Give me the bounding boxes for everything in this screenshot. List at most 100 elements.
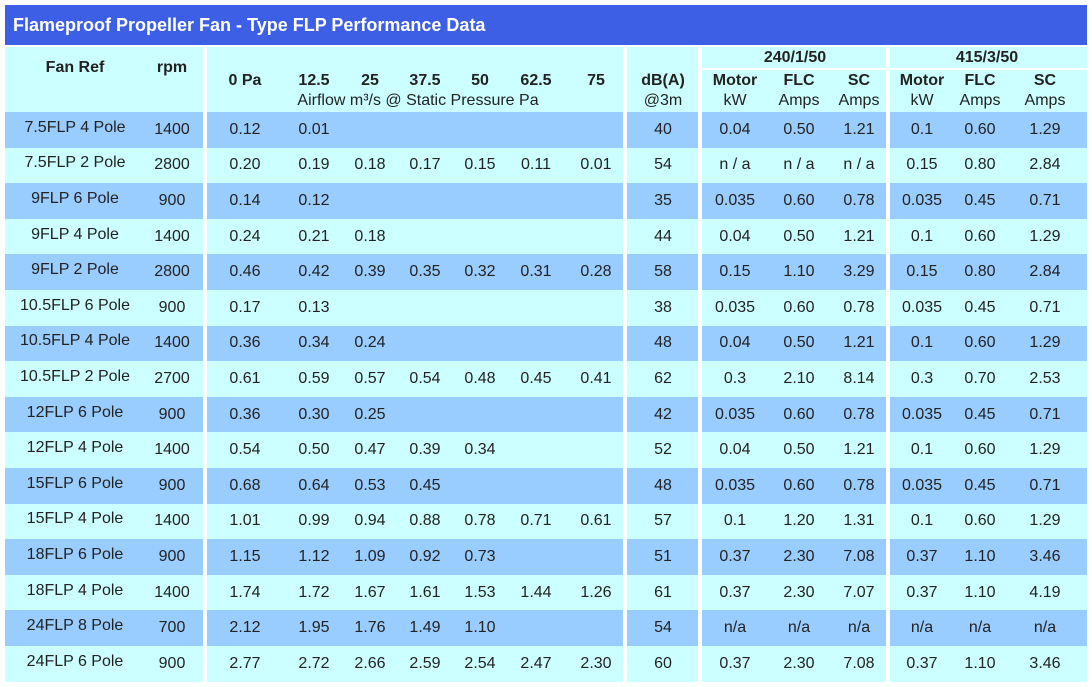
spec-415: 0.71 <box>1029 298 1061 316</box>
row-band <box>702 325 886 362</box>
column-header: Amps <box>778 92 820 109</box>
spec-240: n/a <box>723 619 747 637</box>
spec-415: 0.45 <box>964 405 996 423</box>
title: Flameproof Propeller Fan - Type FLP Perf… <box>13 15 486 35</box>
row-band <box>702 361 886 397</box>
airflow: 0.34 <box>298 334 330 352</box>
airflow: 2.54 <box>464 654 496 672</box>
rpm: 900 <box>158 476 186 494</box>
fan-ref: 10.5FLP 6 Pole <box>19 296 131 314</box>
spec-415: 0.71 <box>1029 405 1061 423</box>
airflow: 0.73 <box>464 548 496 565</box>
dba: 54 <box>654 619 672 637</box>
header-cell <box>627 47 698 112</box>
airflow: 0.36 <box>229 334 261 352</box>
spec-240: 0.50 <box>783 441 815 459</box>
spec-415: 0.71 <box>1029 476 1061 494</box>
row-band <box>207 147 623 184</box>
spec-240: 1.21 <box>843 334 875 352</box>
pressure-header: 62.5 <box>520 72 552 89</box>
airflow: 0.42 <box>298 263 330 281</box>
spec-415: 0.035 <box>901 476 943 494</box>
spec-415: 0.1 <box>910 334 934 352</box>
spec-240: 0.78 <box>843 405 875 423</box>
row-band <box>5 396 203 433</box>
pressure-header: 37.5 <box>409 72 441 89</box>
dba: 44 <box>654 227 672 245</box>
row-band <box>890 361 1087 397</box>
spec-240: 0.78 <box>843 476 875 494</box>
airflow: 1.26 <box>580 583 612 601</box>
airflow: 1.49 <box>409 619 441 637</box>
spec-240: 0.04 <box>719 334 751 352</box>
airflow: 0.28 <box>580 263 612 281</box>
rpm: 1400 <box>154 583 190 601</box>
airflow: 1.53 <box>464 583 496 601</box>
airflow: 1.15 <box>229 548 261 565</box>
row-band <box>627 539 698 575</box>
row-band <box>5 503 203 540</box>
column-header: kW <box>910 92 934 109</box>
airflow: 2.72 <box>298 654 330 672</box>
airflow: 0.47 <box>354 441 386 459</box>
spec-240: 3.29 <box>843 263 875 281</box>
pressure-header: 75 <box>587 72 605 89</box>
row-band <box>890 290 1087 326</box>
spec-240: 0.50 <box>783 120 815 138</box>
header-rule <box>702 68 1087 70</box>
spec-415: 4.19 <box>1029 583 1061 601</box>
fan-ref: 9FLP 4 Pole <box>31 225 119 243</box>
row-band <box>890 539 1087 575</box>
row-band <box>627 396 698 433</box>
spec-240: 0.035 <box>714 192 756 209</box>
spec-415: 0.60 <box>964 334 996 352</box>
row-band <box>207 218 623 255</box>
airflow: 1.74 <box>229 583 261 601</box>
row-band <box>890 646 1087 682</box>
spec-240: 1.21 <box>843 441 875 459</box>
airflow: 0.17 <box>229 298 261 316</box>
fan-ref: 7.5FLP 4 Pole <box>24 118 126 136</box>
dba: 61 <box>654 583 672 601</box>
dba: 57 <box>654 512 672 530</box>
row-band <box>702 147 886 184</box>
airflow: 0.78 <box>464 512 496 530</box>
airflow: 2.47 <box>520 654 552 672</box>
spec-240: 1.21 <box>843 227 875 245</box>
airflow: 0.53 <box>354 476 386 494</box>
row-band <box>890 218 1087 255</box>
title-bar: Flameproof Propeller Fan - Type FLP Perf… <box>5 5 1087 45</box>
row-band <box>627 290 698 326</box>
spec-240: 1.21 <box>843 120 875 138</box>
row-band <box>5 646 203 682</box>
spec-415: 0.1 <box>910 227 934 245</box>
dba: 48 <box>654 334 672 352</box>
spec-240: 0.37 <box>719 654 751 672</box>
row-band <box>890 468 1087 504</box>
airflow: 0.14 <box>229 192 261 209</box>
spec-415: 1.10 <box>964 548 996 565</box>
row-band <box>627 325 698 362</box>
airflow: 1.44 <box>520 583 552 601</box>
airflow: 0.54 <box>409 370 441 387</box>
spec-415: 0.80 <box>964 263 996 281</box>
rpm: 1400 <box>154 441 190 459</box>
column-header: Motor <box>899 72 945 89</box>
row-band <box>207 396 623 433</box>
spec-240: 2.30 <box>783 583 815 601</box>
spec-240: 0.035 <box>714 405 756 423</box>
airflow: 0.12 <box>298 192 330 209</box>
row-band <box>5 574 203 611</box>
spec-240: 0.04 <box>719 441 751 459</box>
group-header: 240/1/50 <box>763 49 827 66</box>
rpm: 1400 <box>154 512 190 530</box>
airflow: 0.35 <box>409 263 441 281</box>
airflow: 0.88 <box>409 512 441 530</box>
row-band <box>890 574 1087 611</box>
spec-240: n/a <box>847 619 871 637</box>
spec-415: 1.29 <box>1029 334 1061 352</box>
fan-ref: 9FLP 6 Pole <box>31 190 119 207</box>
airflow: 0.11 <box>521 156 551 174</box>
spec-240: n / a <box>783 156 815 174</box>
spec-415: 0.15 <box>906 156 938 174</box>
